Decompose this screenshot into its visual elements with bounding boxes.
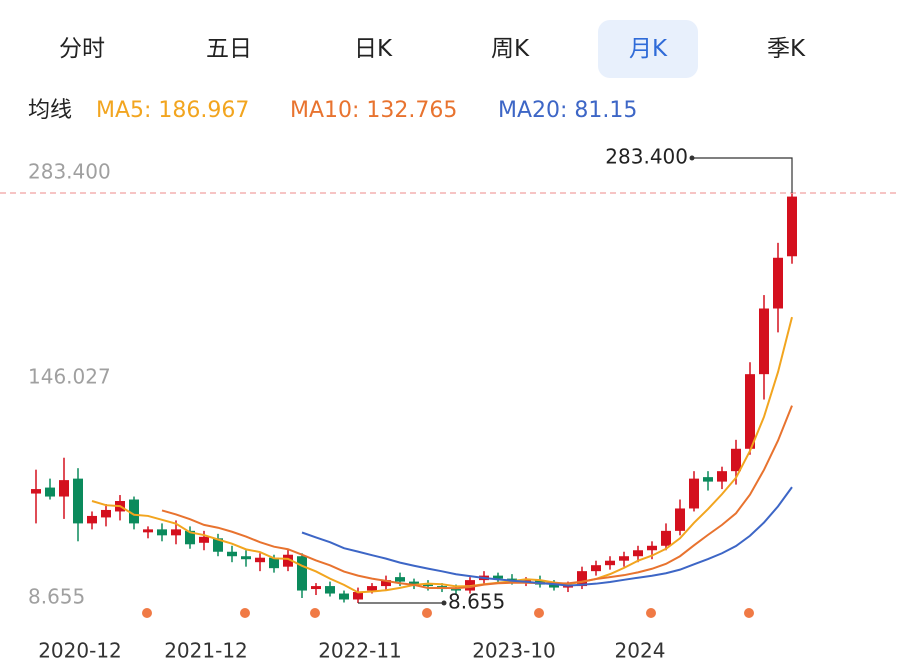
candle-body	[591, 565, 601, 572]
candle-body	[297, 556, 307, 591]
candle-body	[493, 575, 503, 579]
candle-body	[59, 480, 69, 497]
annotation-dot	[441, 600, 447, 606]
y-tick-label: 8.655	[28, 585, 85, 609]
event-dot	[646, 608, 656, 618]
annotation-leader	[692, 157, 793, 193]
candle-body	[101, 509, 111, 518]
candle-body	[563, 586, 573, 588]
event-dots	[142, 608, 754, 618]
ma-line	[91, 316, 793, 594]
ma-line	[301, 486, 793, 587]
candle-body	[73, 478, 83, 524]
period-tab[interactable]: 月K	[598, 20, 698, 78]
y-tick-label: 283.400	[28, 160, 111, 184]
candle-body	[549, 584, 559, 588]
candle-body	[339, 593, 349, 600]
candle-body	[171, 529, 181, 536]
candle-body	[605, 560, 615, 566]
legend-entry: MA5: 186.967	[96, 98, 249, 123]
annotation-label: 8.655	[448, 590, 505, 614]
event-dot	[534, 608, 544, 618]
candle-body	[577, 571, 587, 587]
ma-line	[161, 405, 793, 590]
x-tick-label: 2020-12	[38, 639, 122, 663]
candle-body	[633, 550, 643, 557]
candle-body	[311, 586, 321, 590]
period-tab[interactable]: 周K	[490, 36, 530, 62]
candle-body	[619, 556, 629, 561]
candle-body	[255, 557, 265, 563]
candle-body	[745, 374, 755, 449]
candle-body	[381, 580, 391, 587]
candle-body	[395, 577, 405, 582]
period-tabs: 分时 五日 日K 周K 月K 季K	[0, 20, 900, 78]
candle-body	[773, 257, 783, 309]
period-tab[interactable]: 日K	[353, 36, 393, 62]
candle-body	[759, 308, 769, 375]
event-dot	[422, 608, 432, 618]
legend-entry: MA10: 132.765	[290, 98, 457, 123]
x-tick-label: 2021-12	[164, 639, 248, 663]
candle-body	[731, 448, 741, 472]
event-dot	[142, 608, 152, 618]
y-tick-label: 146.027	[28, 365, 111, 389]
candle-body	[689, 478, 699, 509]
event-dot	[744, 608, 754, 618]
candle-body	[129, 499, 139, 524]
candle-body	[661, 530, 671, 546]
candle-body	[87, 515, 97, 524]
candle-body	[31, 489, 41, 494]
legend-title: 均线	[28, 98, 72, 123]
x-tick-label: 2022-11	[318, 639, 402, 663]
candle-body	[185, 530, 195, 545]
candle-body	[675, 508, 685, 531]
annotation-label: 283.400	[605, 145, 688, 169]
candle-body	[283, 554, 293, 567]
candle-body	[423, 584, 433, 587]
candle-body	[199, 536, 209, 543]
period-tab[interactable]: 五日	[206, 36, 252, 62]
candle-body	[325, 586, 335, 594]
candle-body	[213, 538, 223, 552]
candle-body	[367, 586, 377, 591]
event-dot	[310, 608, 320, 618]
candle-body	[157, 529, 167, 536]
candle-body	[409, 581, 419, 585]
x-tick-label: 2023-10	[472, 639, 556, 663]
candle-body	[647, 545, 657, 551]
candle-body	[717, 471, 727, 482]
candle-body	[143, 529, 153, 533]
candle-body	[353, 592, 363, 600]
event-dot	[240, 608, 250, 618]
candle-body	[241, 556, 251, 560]
candle-body	[451, 589, 461, 591]
x-tick-label: 2024	[615, 639, 666, 663]
candle-body	[703, 477, 713, 482]
legend-entry: MA20: 81.15	[498, 98, 637, 123]
period-tab[interactable]: 分时	[59, 36, 105, 62]
candle-body	[45, 487, 55, 497]
candle-body	[227, 551, 237, 557]
candle-body	[269, 557, 279, 569]
annotation-dot	[689, 155, 695, 161]
candle-body	[787, 196, 797, 257]
period-tab[interactable]: 季K	[766, 36, 806, 62]
